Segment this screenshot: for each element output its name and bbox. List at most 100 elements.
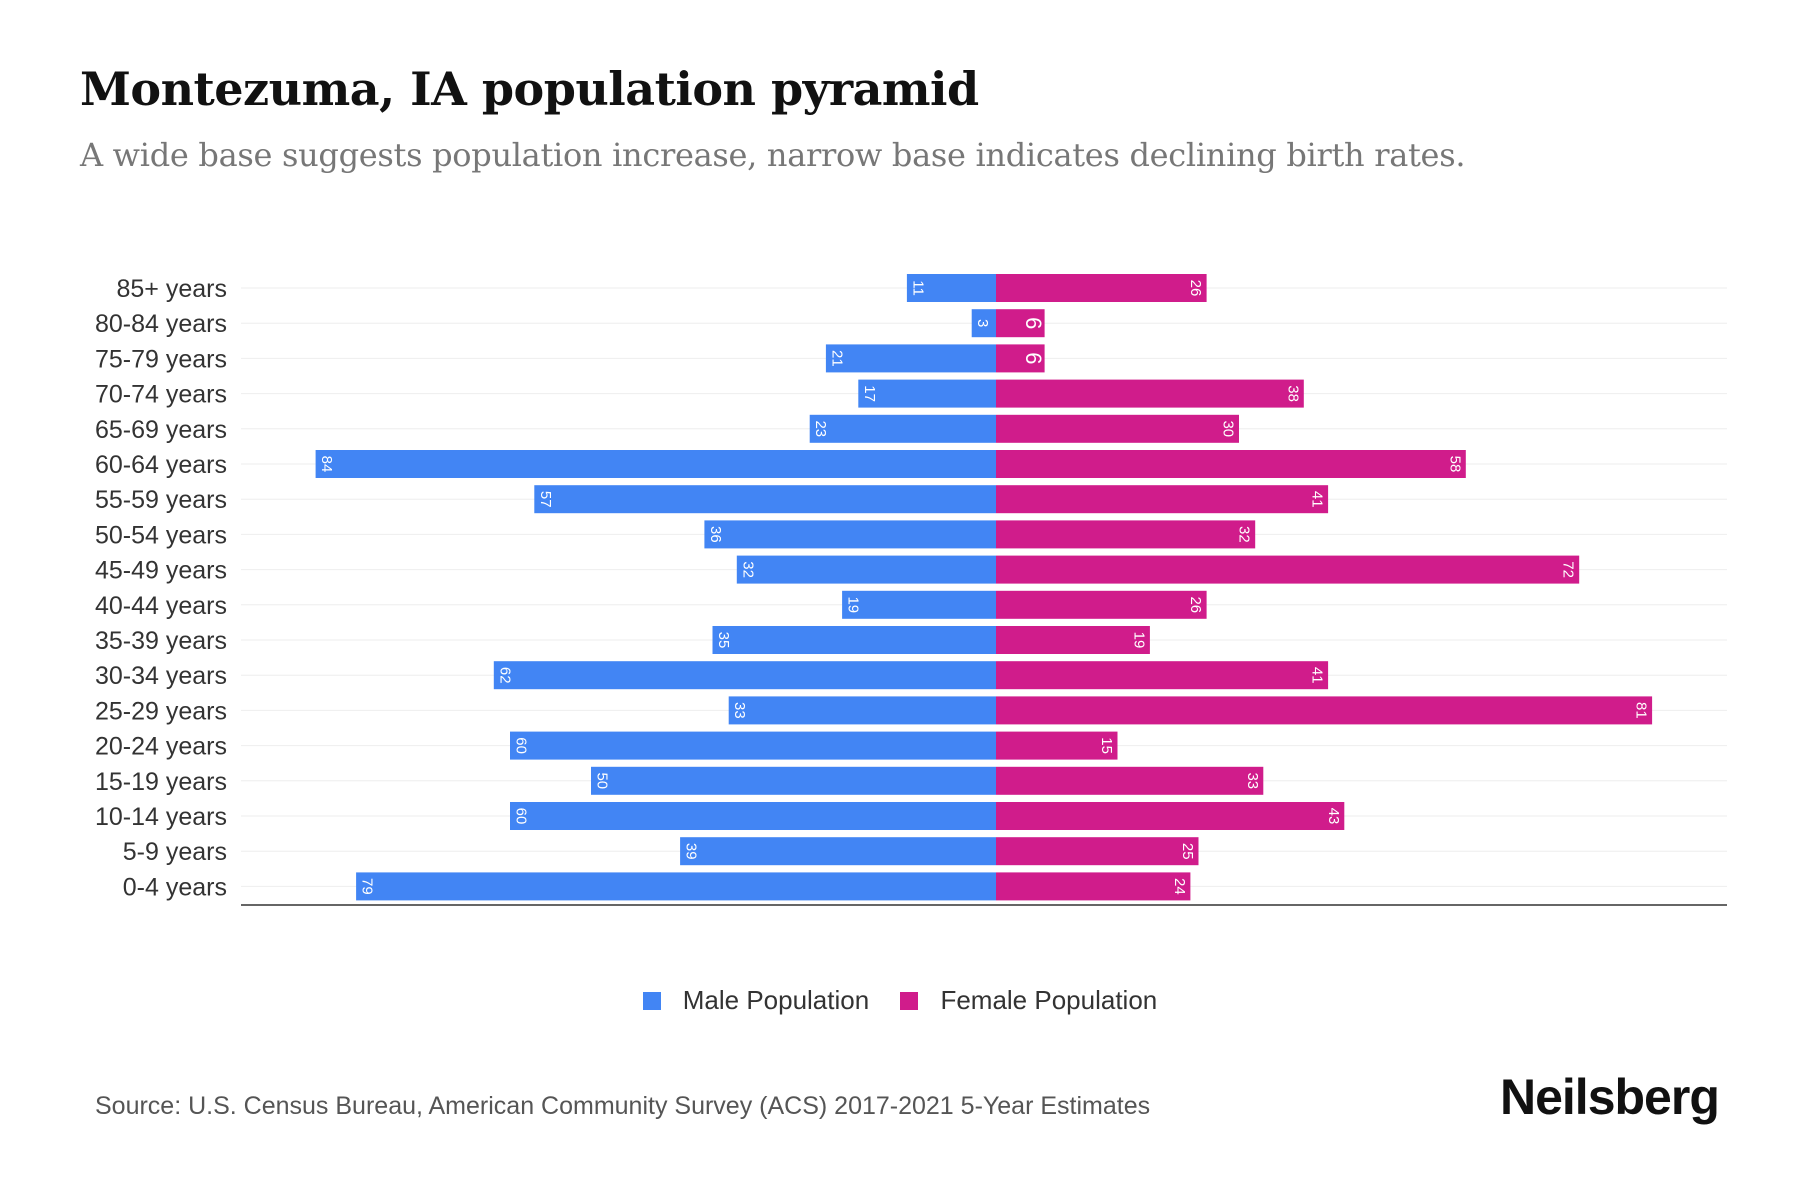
male-value-label: 60 — [513, 808, 530, 825]
male-value-label: 21 — [828, 350, 845, 367]
male-bar — [680, 837, 996, 866]
male-value-label: 62 — [496, 667, 513, 684]
legend-label-female: Female Population — [940, 985, 1158, 1015]
male-bar — [736, 555, 996, 584]
category-label: 35-39 years — [95, 627, 227, 655]
male-bar — [728, 696, 996, 725]
category-label: 70-74 years — [95, 381, 227, 409]
category-label: 5-9 years — [123, 838, 227, 866]
category-label: 20-24 years — [95, 733, 227, 761]
female-bar — [996, 837, 1199, 866]
male-value-label: 39 — [683, 843, 700, 860]
female-bar — [996, 450, 1466, 478]
female-bar — [996, 802, 1345, 830]
male-value-label: 36 — [707, 526, 724, 543]
female-value-label: 24 — [1171, 878, 1188, 895]
female-value-label: 26 — [1187, 596, 1204, 613]
female-bar — [996, 731, 1118, 760]
male-value-label: 79 — [359, 878, 376, 895]
category-label: 75-79 years — [95, 345, 227, 373]
category-label: 15-19 years — [95, 768, 227, 796]
legend-swatch-female — [900, 991, 919, 1010]
neilsberg-logo: Neilsberg — [1500, 1069, 1720, 1125]
female-bar — [996, 414, 1239, 443]
female-value-label: 58 — [1446, 456, 1463, 473]
female-bar — [996, 555, 1580, 584]
category-label: 10-14 years — [95, 803, 227, 831]
female-bar — [996, 379, 1304, 408]
female-value-label: 19 — [1130, 632, 1147, 649]
male-value-label: 19 — [845, 596, 862, 613]
female-value-label: 41 — [1309, 667, 1326, 684]
female-value-label: 43 — [1325, 808, 1342, 825]
female-bar — [996, 661, 1329, 690]
male-bar — [712, 626, 996, 654]
legend-label-male: Male Population — [682, 985, 870, 1015]
male-value-label: 60 — [513, 737, 530, 754]
female-value-label: 6 — [1021, 317, 1046, 329]
female-value-label: 26 — [1187, 280, 1204, 297]
female-value-label: 41 — [1309, 491, 1326, 508]
male-bar — [842, 590, 996, 619]
source-note: Source: U.S. Census Bureau, American Com… — [95, 1092, 1151, 1120]
female-bar — [996, 872, 1191, 901]
female-value-label: 30 — [1220, 420, 1237, 437]
male-bar — [809, 414, 996, 443]
female-bar — [996, 590, 1207, 619]
category-label: 40-44 years — [95, 592, 227, 620]
female-bar — [996, 309, 1045, 338]
page-title: Montezuma, IA population pyramid — [80, 62, 979, 116]
female-value-label: 32 — [1236, 526, 1253, 543]
male-bar — [356, 872, 997, 901]
category-label: 60-64 years — [95, 451, 227, 479]
male-value-label: 11 — [909, 280, 926, 296]
category-label: 80-84 years — [95, 310, 227, 338]
category-label: 30-34 years — [95, 662, 227, 690]
legend-item-female: Female Population — [900, 985, 1157, 1016]
female-value-label: 38 — [1284, 385, 1301, 402]
category-label: 45-49 years — [95, 557, 227, 585]
male-value-label: 57 — [537, 491, 554, 508]
category-label: 50-54 years — [95, 521, 227, 549]
male-value-label: 50 — [594, 772, 611, 789]
male-bar — [704, 520, 996, 549]
male-value-label: 32 — [739, 561, 756, 578]
legend: Male Population Female Population — [0, 985, 1800, 1017]
female-bar — [996, 766, 1264, 795]
female-value-label: 72 — [1560, 561, 1577, 578]
category-label: 85+ years — [117, 275, 228, 303]
legend-item-male: Male Population — [642, 985, 870, 1016]
female-value-label: 25 — [1179, 843, 1196, 860]
male-value-label: 35 — [715, 632, 732, 649]
female-value-label: 6 — [1021, 352, 1046, 364]
male-bar — [591, 766, 996, 795]
female-value-label: 81 — [1633, 702, 1650, 719]
male-bar — [315, 450, 997, 478]
female-bar — [996, 626, 1150, 654]
category-label: 25-29 years — [95, 697, 227, 725]
male-value-label: 23 — [812, 420, 829, 437]
page-subtitle: A wide base suggests population increase… — [80, 136, 1466, 174]
male-value-label: 84 — [318, 456, 335, 473]
male-bar — [493, 661, 996, 690]
female-bar — [996, 520, 1256, 549]
category-label: 0-4 years — [123, 873, 227, 901]
category-label: 65-69 years — [95, 416, 227, 444]
male-bar — [906, 274, 996, 302]
male-bar — [971, 309, 996, 338]
female-bar — [996, 485, 1329, 514]
male-value-label: 3 — [974, 319, 991, 327]
male-bar — [534, 485, 996, 514]
category-label: 55-59 years — [95, 486, 227, 514]
male-value-label: 33 — [731, 702, 748, 719]
female-bar — [996, 696, 1653, 725]
legend-swatch-male — [642, 991, 661, 1010]
male-bar — [510, 802, 996, 830]
female-value-label: 33 — [1244, 772, 1261, 789]
female-value-label: 15 — [1098, 737, 1115, 754]
male-bar — [825, 344, 996, 373]
male-bar — [858, 379, 996, 408]
female-bar — [996, 274, 1207, 302]
female-bar — [996, 344, 1045, 373]
